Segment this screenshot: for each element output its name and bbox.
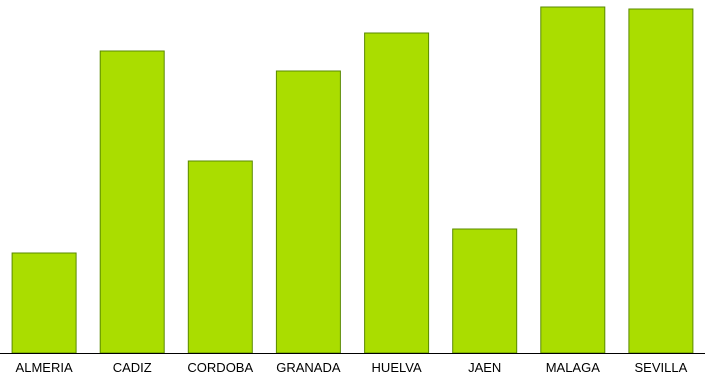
x-tick-label-malaga: MALAGA — [546, 360, 601, 375]
x-tick-label-jaen: JAEN — [468, 360, 501, 375]
x-tick-label-granada: GRANADA — [276, 360, 341, 375]
x-tick-label-cordoba: CORDOBA — [187, 360, 253, 375]
bar-granada — [275, 70, 341, 354]
bars-group — [11, 6, 694, 354]
x-tick-labels: ALMERIA CADIZ CORDOBA GRANADA HUELVA JAEN MALA… — [16, 360, 688, 375]
bar-jaen — [452, 228, 518, 354]
bar-cordoba — [187, 160, 253, 354]
bar-almeria — [11, 252, 77, 354]
x-tick-label-almeria: ALMERIA — [16, 360, 73, 375]
x-tick-label-sevilla: SEVILLA — [635, 360, 688, 375]
bar-cadiz — [99, 50, 165, 354]
x-tick-label-cadiz: CADIZ — [113, 360, 152, 375]
bar-huelva — [364, 32, 430, 354]
bar-malaga — [540, 6, 606, 354]
x-tick-label-huelva: HUELVA — [372, 360, 422, 375]
bar-sevilla — [628, 8, 694, 354]
